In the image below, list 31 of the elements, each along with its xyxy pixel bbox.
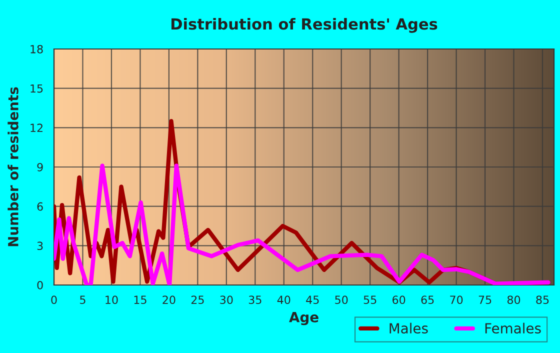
x-tick-label: 5 [80, 296, 86, 304]
x-tick-label: 0 [51, 296, 57, 304]
y-tick-label: 15 [30, 84, 43, 93]
x-tick-label: 25 [191, 296, 204, 304]
x-tick-label: 40 [277, 296, 290, 304]
x-axis-title: Age [289, 312, 318, 326]
y-tick-label: 3 [37, 242, 43, 250]
x-tick-label: 65 [421, 296, 434, 304]
y-tick-label: 12 [30, 124, 42, 132]
chart-title: Distribution of Residents' Ages [171, 18, 438, 33]
y-tick-label: 6 [37, 202, 43, 211]
x-tick-label: 85 [536, 296, 549, 304]
x-tick-label: 30 [220, 296, 233, 304]
x-tick-label: 50 [335, 296, 348, 304]
x-tick-label: 45 [306, 296, 319, 304]
y-tick-label: 9 [37, 162, 43, 172]
y-tick-label: 0 [37, 280, 43, 290]
legend-label: Males [390, 322, 428, 334]
x-tick-label: 10 [106, 296, 118, 304]
legend-label: Females [485, 322, 541, 334]
x-tick-label: 70 [450, 296, 463, 304]
line-series [54, 164, 550, 285]
x-tick-label: 75 [478, 296, 492, 304]
x-tick-label: 80 [507, 296, 520, 304]
x-tick-label: 35 [248, 296, 262, 304]
x-tick-label: 20 [162, 296, 176, 304]
y-axis-title: Number of residents [8, 87, 18, 246]
y-tick-label: 18 [30, 44, 43, 54]
x-tick-label: 55 [364, 296, 376, 304]
x-tick-label: 15 [134, 296, 146, 304]
x-tick-label: 60 [392, 296, 406, 304]
